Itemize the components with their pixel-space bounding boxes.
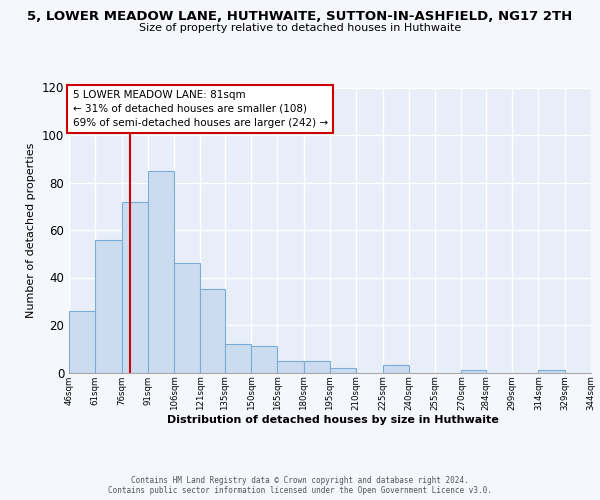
Bar [304, 360, 330, 372]
Bar [461, 370, 486, 372]
Bar [69, 310, 95, 372]
Bar [277, 360, 304, 372]
Bar [148, 170, 174, 372]
Bar [383, 366, 409, 372]
Bar [122, 202, 148, 372]
Bar [330, 368, 356, 372]
Bar [251, 346, 277, 372]
Bar [174, 263, 200, 372]
Text: 5 LOWER MEADOW LANE: 81sqm
← 31% of detached houses are smaller (108)
69% of sem: 5 LOWER MEADOW LANE: 81sqm ← 31% of deta… [73, 90, 328, 128]
Text: Size of property relative to detached houses in Huthwaite: Size of property relative to detached ho… [139, 23, 461, 33]
Text: Distribution of detached houses by size in Huthwaite: Distribution of detached houses by size … [167, 415, 499, 425]
Bar [225, 344, 251, 372]
Y-axis label: Number of detached properties: Number of detached properties [26, 142, 36, 318]
Bar [95, 240, 122, 372]
Text: 5, LOWER MEADOW LANE, HUTHWAITE, SUTTON-IN-ASHFIELD, NG17 2TH: 5, LOWER MEADOW LANE, HUTHWAITE, SUTTON-… [28, 10, 572, 23]
Text: Contains HM Land Registry data © Crown copyright and database right 2024.
Contai: Contains HM Land Registry data © Crown c… [108, 476, 492, 495]
Bar [200, 290, 225, 372]
Bar [538, 370, 565, 372]
